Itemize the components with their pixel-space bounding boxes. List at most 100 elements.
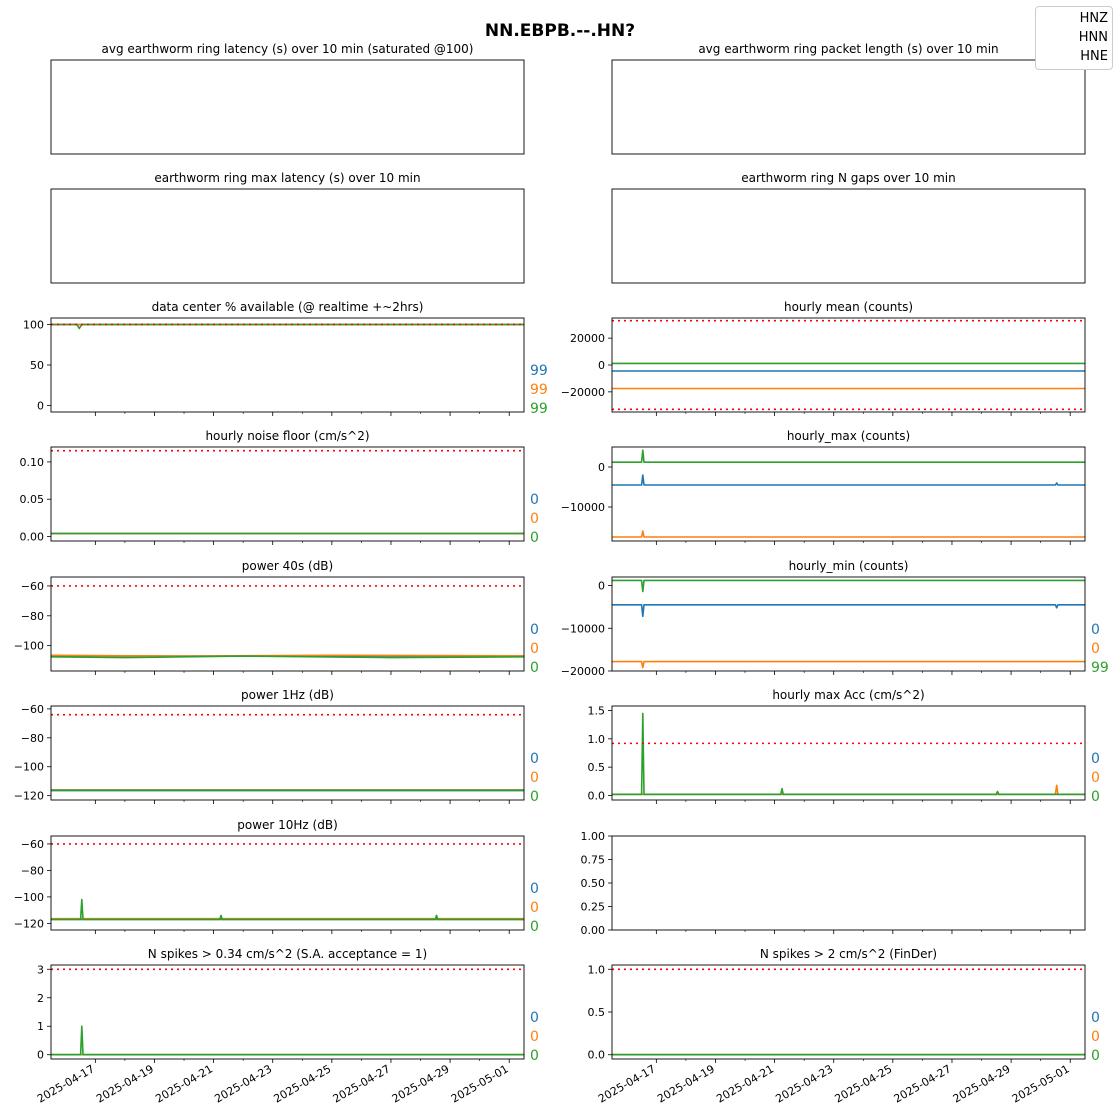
y-tick-label-noise_floor-0: 0.00 xyxy=(20,531,45,544)
side-value-max_acc-hne: 0 xyxy=(1091,789,1100,805)
y-tick-label-empty_axis-0: 0.00 xyxy=(581,924,606,937)
y-tick-label-power_1hz-2: −80 xyxy=(21,732,44,745)
y-tick-label-empty_axis-3: 0.75 xyxy=(581,854,606,867)
y-tick-label-max_acc-2: 1.0 xyxy=(588,733,606,746)
x-tick-label-spikes_034-1: 2025-04-19 xyxy=(94,1062,156,1105)
side-value-spikes_034-hnn: 0 xyxy=(530,1029,539,1045)
series-line-max_acc-hne xyxy=(612,712,1085,796)
series-line-hourly_min-hne xyxy=(612,579,1085,593)
series-line-available-hne xyxy=(51,323,524,330)
y-tick-label-hourly_max-1: 0 xyxy=(598,461,605,474)
y-tick-label-max_acc-0: 0.0 xyxy=(588,789,606,802)
side-value-power_40s-hnn: 0 xyxy=(530,641,539,657)
y-tick-label-power_40s-1: −80 xyxy=(21,610,44,623)
panel-title-max_latency: earthworm ring max latency (s) over 10 m… xyxy=(154,171,420,185)
side-value-spikes_2-hne: 0 xyxy=(1091,1048,1100,1064)
panel-title-packet_length: avg earthworm ring packet length (s) ove… xyxy=(698,42,998,56)
y-tick-label-hourly_mean-1: 0 xyxy=(598,359,605,372)
x-tick-label-spikes_2-0: 2025-04-17 xyxy=(596,1062,658,1105)
panel-title-power_10hz: power 10Hz (dB) xyxy=(237,818,338,832)
series-line-hourly_min-hnn xyxy=(612,660,1085,669)
side-value-hourly_min-hne: 99 xyxy=(1091,660,1109,676)
axes-frame-power_10hz xyxy=(50,835,525,931)
y-tick-label-hourly_mean-2: 20000 xyxy=(570,332,605,345)
y-tick-label-hourly_max-0: −10000 xyxy=(561,501,605,514)
y-tick-label-available-0: 0 xyxy=(37,400,44,413)
panel-title-max_acc: hourly max Acc (cm/s^2) xyxy=(772,688,924,702)
axes-frame-n_gaps xyxy=(611,188,1086,284)
axes-frame-hourly_max xyxy=(611,446,1086,542)
panel-title-power_40s: power 40s (dB) xyxy=(242,559,333,573)
y-tick-label-hourly_min-2: 0 xyxy=(598,580,605,593)
side-value-power_10hz-hnn: 0 xyxy=(530,900,539,916)
figure-title: NN.EBPB.--.HN? xyxy=(485,21,635,41)
series-line-power_40s-hne xyxy=(50,655,525,659)
side-value-available-hnz: 99 xyxy=(530,363,548,379)
axes-frame-power_40s xyxy=(50,576,525,672)
legend: HNZ HNN HNE xyxy=(1035,6,1113,70)
side-value-power_1hz-hnz: 0 xyxy=(530,751,539,767)
legend-entry-hnz: HNZ xyxy=(1079,11,1108,26)
series-line-spikes_034-hne xyxy=(51,1025,524,1056)
series-line-hourly_max-hnz xyxy=(612,474,1085,486)
side-value-power_1hz-hne: 0 xyxy=(530,789,539,805)
axes-frame-power_1hz xyxy=(50,705,525,801)
y-tick-label-power_1hz-3: −60 xyxy=(21,703,44,716)
x-tick-label-spikes_2-6: 2025-04-29 xyxy=(951,1062,1013,1105)
panel-title-power_1hz: power 1Hz (dB) xyxy=(241,688,334,702)
x-tick-label-spikes_2-5: 2025-04-27 xyxy=(892,1062,954,1105)
axes-frame-available xyxy=(50,317,525,413)
side-value-power_1hz-hnn: 0 xyxy=(530,770,539,786)
x-tick-label-spikes_2-1: 2025-04-19 xyxy=(655,1062,717,1105)
panel-title-available: data center % available (@ realtime +~2h… xyxy=(152,300,424,314)
legend-entry-hnn: HNN xyxy=(1078,30,1108,45)
panel-title-spikes_034: N spikes > 0.34 cm/s^2 (S.A. acceptance … xyxy=(148,947,427,961)
side-value-hourly_min-hnz: 0 xyxy=(1091,622,1100,638)
side-value-power_10hz-hne: 0 xyxy=(530,919,539,935)
series-line-hourly_max-hne xyxy=(612,449,1085,464)
x-tick-label-spikes_034-3: 2025-04-23 xyxy=(212,1062,274,1105)
side-value-power_40s-hne: 0 xyxy=(530,660,539,676)
y-tick-label-spikes_034-2: 2 xyxy=(37,992,44,1005)
side-value-power_10hz-hnz: 0 xyxy=(530,881,539,897)
y-tick-label-power_10hz-3: −60 xyxy=(21,838,44,851)
y-tick-label-power_1hz-1: −100 xyxy=(14,761,44,774)
y-tick-label-empty_axis-4: 1.00 xyxy=(581,830,606,843)
y-tick-label-power_10hz-0: −120 xyxy=(14,917,44,930)
side-value-noise_floor-hnn: 0 xyxy=(530,511,539,527)
y-tick-label-available-1: 50 xyxy=(30,359,44,372)
side-value-max_acc-hnz: 0 xyxy=(1091,751,1100,767)
y-tick-label-max_acc-3: 1.5 xyxy=(588,705,606,718)
y-tick-label-noise_floor-1: 0.05 xyxy=(20,493,45,506)
axes-frame-spikes_034 xyxy=(50,964,525,1060)
x-tick-label-spikes_034-7: 2025-05-01 xyxy=(449,1062,511,1105)
axes-frame-empty_axis xyxy=(611,835,1086,931)
axes-frame-noise_floor xyxy=(50,446,525,542)
axes-frame-packet_length xyxy=(611,59,1086,155)
y-tick-label-spikes_034-1: 1 xyxy=(37,1020,44,1033)
series-line-max_acc-hnn xyxy=(612,784,1085,796)
panel-title-noise_floor: hourly noise floor (cm/s^2) xyxy=(205,429,369,443)
x-tick-label-spikes_2-7: 2025-05-01 xyxy=(1010,1062,1072,1105)
y-tick-label-empty_axis-2: 0.50 xyxy=(581,877,606,890)
panel-title-spikes_2: N spikes > 2 cm/s^2 (FinDer) xyxy=(760,947,937,961)
x-tick-label-spikes_034-4: 2025-04-25 xyxy=(271,1062,333,1105)
side-value-hourly_min-hnn: 0 xyxy=(1091,641,1100,657)
series-line-hourly_min-hnz xyxy=(612,603,1085,618)
y-tick-label-power_1hz-0: −120 xyxy=(14,790,44,803)
y-tick-label-spikes_034-0: 0 xyxy=(37,1049,44,1062)
series-line-power_10hz-hne xyxy=(51,898,524,921)
x-tick-label-spikes_034-2: 2025-04-21 xyxy=(153,1062,215,1105)
y-tick-label-power_10hz-2: −80 xyxy=(21,864,44,877)
side-value-max_acc-hnn: 0 xyxy=(1091,770,1100,786)
x-tick-label-spikes_2-3: 2025-04-23 xyxy=(773,1062,835,1105)
side-value-spikes_2-hnn: 0 xyxy=(1091,1029,1100,1045)
x-tick-label-spikes_034-6: 2025-04-29 xyxy=(390,1062,452,1105)
y-tick-label-spikes_2-2: 1.0 xyxy=(588,963,606,976)
x-tick-label-spikes_034-0: 2025-04-17 xyxy=(35,1062,97,1105)
y-tick-label-spikes_2-0: 0.0 xyxy=(588,1049,606,1062)
y-tick-label-spikes_034-3: 3 xyxy=(37,963,44,976)
axes-frame-max_acc xyxy=(611,705,1086,801)
side-value-power_40s-hnz: 0 xyxy=(530,622,539,638)
